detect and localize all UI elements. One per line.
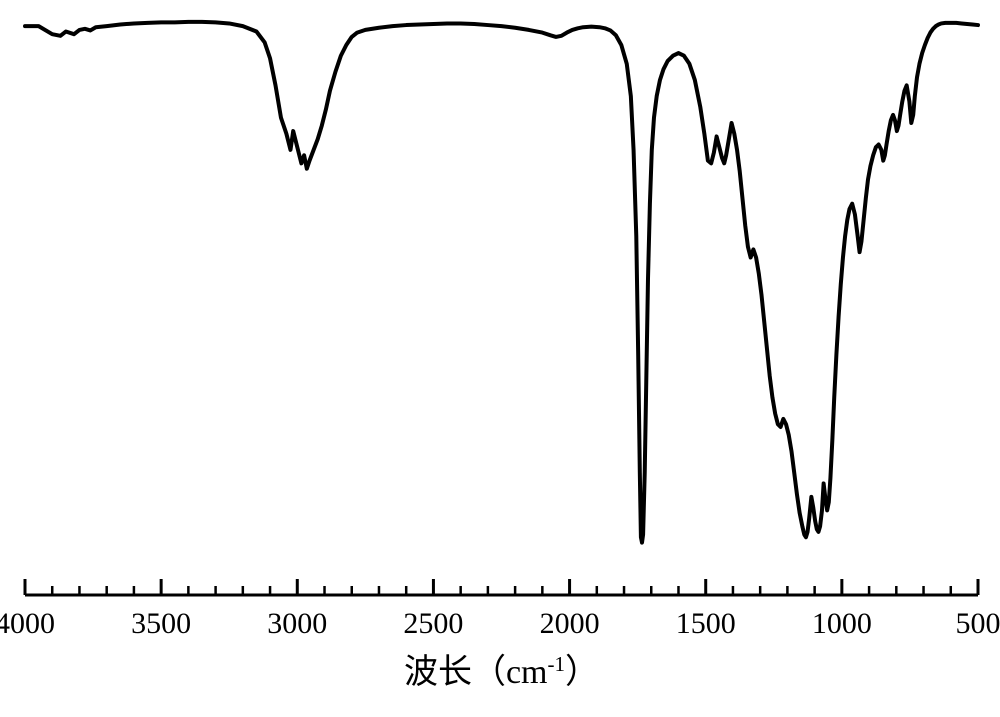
x-axis-label: 波长（cm-1） (404, 652, 599, 691)
x-axis-tick-label: 2500 (403, 607, 463, 640)
x-axis-tick-label: 500 (956, 607, 1000, 640)
x-axis-tick-label: 3000 (267, 607, 327, 640)
x-axis-tick-label: 2000 (540, 607, 600, 640)
x-axis-tick-label: 4000 (0, 607, 55, 640)
x-axis-tick-label: 3500 (131, 607, 191, 640)
spectrum-line (25, 22, 978, 543)
x-axis-tick-label: 1000 (812, 607, 872, 640)
ir-spectrum-chart: 4000 3500 3000 2500 2000 1500 1000 500 波长（cm-1） (0, 0, 1000, 717)
x-axis-tick-label: 1500 (676, 607, 736, 640)
